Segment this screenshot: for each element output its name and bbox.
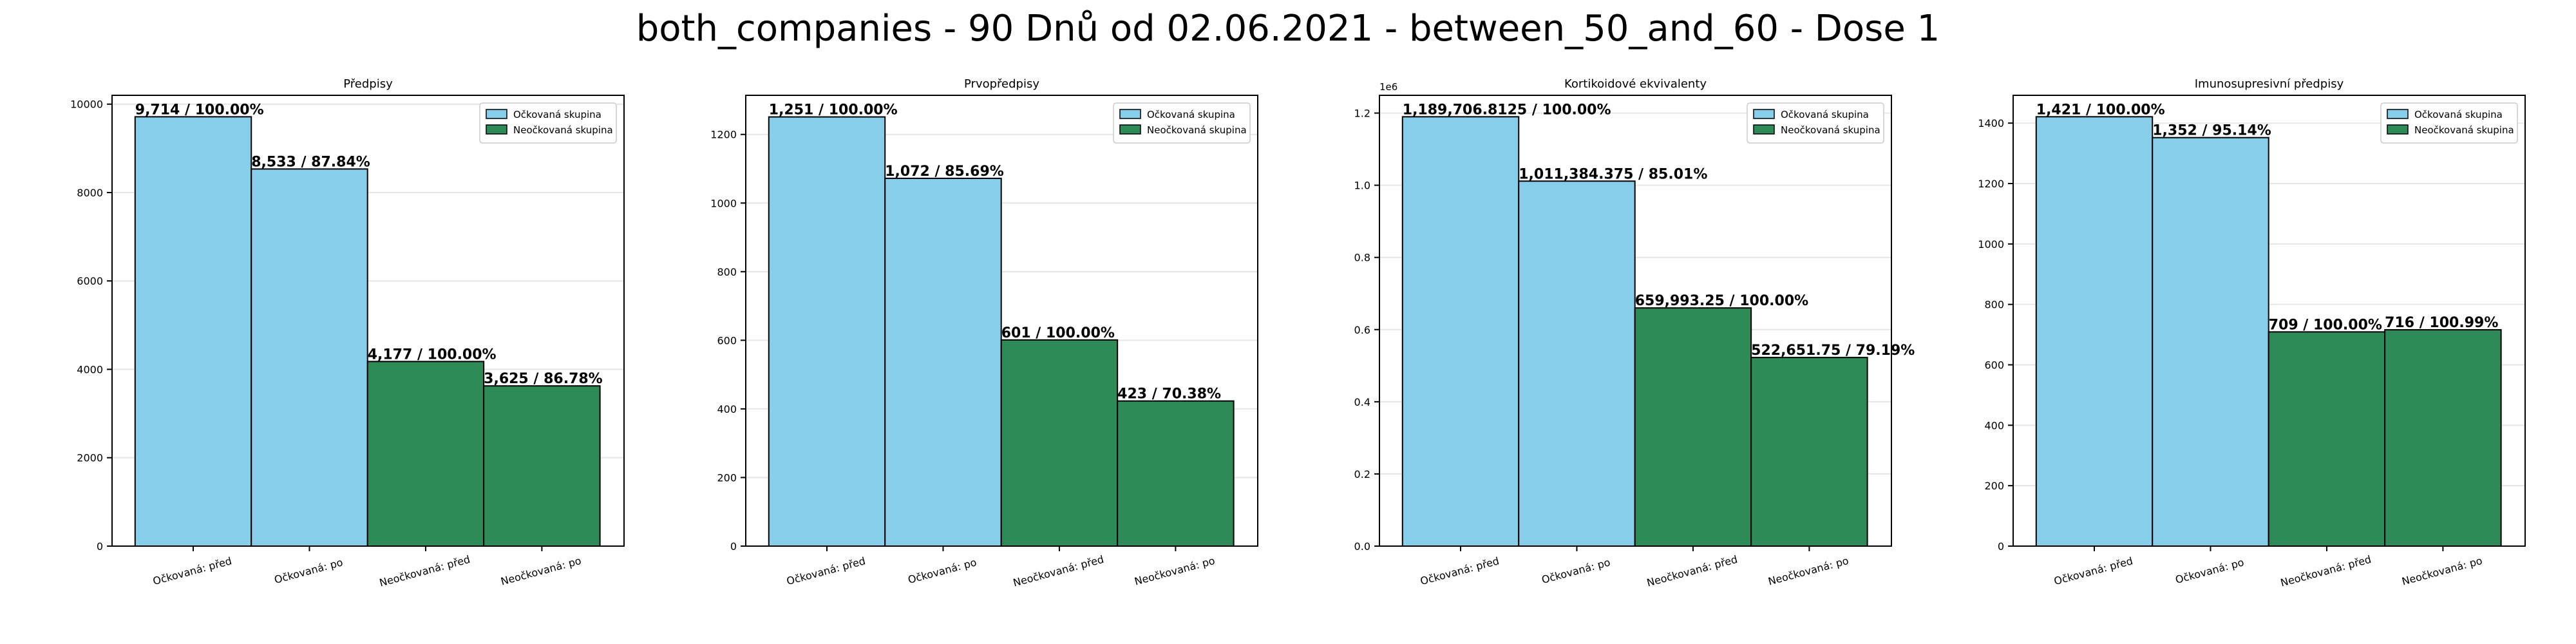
legend-box [1747, 102, 1884, 144]
legend-swatch-vaccinated [486, 109, 507, 119]
legend: Očkovaná skupina Neočkovaná skupina [2380, 102, 2518, 144]
axes-frame [111, 95, 625, 547]
legend-label-vaccinated: Očkovaná skupina [1147, 109, 1235, 120]
data-label: 423 / 70.38% [1117, 386, 1221, 402]
bar-4 [1750, 357, 1868, 547]
legend: Očkovaná skupina Neočkovaná skupina [1747, 102, 1884, 144]
legend-swatch-unvaccinated [2387, 124, 2409, 135]
axes-frame [2012, 95, 2526, 547]
y-tick-label: 0 [730, 540, 737, 553]
y-tick-label: 0.0 [1354, 540, 1370, 553]
data-label: 3,625 / 86.78% [484, 371, 603, 387]
data-label: 8,533 / 87.84% [251, 154, 370, 170]
legend-box [2380, 102, 2518, 144]
y-tick-label: 200 [717, 471, 737, 484]
bar-1 [1401, 116, 1520, 547]
data-label: 709 / 100.00% [2269, 317, 2382, 333]
y-tick-label: 6000 [77, 275, 103, 287]
data-label: 1,189,706.8125 / 100.00% [1403, 102, 1611, 118]
legend: Očkovaná skupina Neočkovaná skupina [1113, 102, 1251, 144]
y-offset-text: 1e6 [1379, 81, 1397, 93]
bar-3 [1634, 307, 1752, 547]
legend-label-unvaccinated: Neočkovaná skupina [1147, 124, 1247, 136]
legend-box [479, 102, 617, 144]
y-tick-label: 8000 [77, 187, 103, 199]
legend-label-vaccinated: Očkovaná skupina [1781, 109, 1869, 120]
y-tick-label: 10000 [70, 99, 103, 111]
legend-label-vaccinated: Očkovaná skupina [2414, 109, 2503, 120]
y-tick-label: 600 [717, 334, 737, 346]
bar-4 [2384, 329, 2502, 547]
chart-title: Imunosupresivní předpisy [2195, 77, 2344, 91]
y-tick-label: 4000 [77, 363, 103, 375]
chart-title: Prvopředpisy [964, 77, 1039, 91]
data-label: 1,421 / 100.00% [2036, 102, 2165, 118]
legend-swatch-unvaccinated [486, 124, 507, 135]
chart-title: Předpisy [343, 77, 393, 91]
data-label: 659,993.25 / 100.00% [1635, 293, 1808, 309]
y-tick-label: 0.8 [1354, 252, 1370, 264]
legend-swatch-unvaccinated [1119, 124, 1141, 135]
bar-3 [2268, 331, 2386, 547]
y-tick-label: 600 [1984, 359, 2004, 371]
x-tick-label: Neočkovaná: po [2400, 554, 2483, 588]
data-label: 1,251 / 100.00% [769, 102, 898, 118]
bar-2 [884, 177, 1002, 547]
data-label: 1,011,384.375 / 85.01% [1519, 166, 1707, 182]
y-tick-label: 1.0 [1354, 180, 1370, 192]
x-tick-label: Neočkovaná: před [2279, 553, 2372, 589]
y-tick-label: 1000 [710, 197, 737, 209]
legend-label-vaccinated: Očkovaná skupina [513, 109, 601, 120]
legend: Očkovaná skupina Neočkovaná skupina [479, 102, 617, 144]
legend-label-unvaccinated: Neočkovaná skupina [1781, 124, 1880, 136]
data-label: 1,072 / 85.69% [885, 164, 1004, 180]
data-label: 601 / 100.00% [1001, 325, 1115, 341]
axes-frame [745, 95, 1258, 547]
bar-2 [1518, 180, 1636, 547]
y-tick-label: 1200 [710, 129, 737, 141]
bar-1 [2035, 116, 2154, 547]
data-label: 9,714 / 100.00% [135, 102, 264, 118]
y-tick-label: 200 [1984, 480, 2004, 492]
y-tick-label: 1200 [1978, 178, 2004, 190]
legend-box [1113, 102, 1251, 144]
chart-title: Kortikoidové ekvivalenty [1564, 77, 1707, 91]
data-label: 522,651.75 / 79.19% [1751, 343, 1915, 359]
y-tick-label: 1.2 [1354, 108, 1370, 120]
y-tick-label: 2000 [77, 452, 103, 464]
legend-label-unvaccinated: Neočkovaná skupina [2414, 124, 2514, 136]
y-tick-label: 0.6 [1354, 324, 1370, 336]
legend-swatch-vaccinated [1753, 109, 1775, 119]
x-tick-label: Očkovaná: po [2174, 556, 2246, 586]
y-tick-label: 0.2 [1354, 468, 1370, 480]
y-tick-label: 1400 [1978, 117, 2004, 129]
bar-3 [1000, 339, 1119, 547]
x-tick-label: Očkovaná: před [2052, 554, 2134, 587]
y-tick-label: 1000 [1978, 238, 2004, 251]
bar-4 [1117, 400, 1235, 547]
y-tick-label: 800 [717, 266, 737, 278]
legend-swatch-vaccinated [1119, 109, 1141, 119]
y-tick-label: 0 [97, 540, 103, 553]
y-tick-label: 400 [717, 403, 737, 415]
y-tick-label: 0 [1998, 540, 2004, 553]
y-tick-label: 0.4 [1354, 396, 1370, 408]
legend-swatch-unvaccinated [1753, 124, 1775, 135]
y-tick-label: 400 [1984, 419, 2004, 431]
data-label: 4,177 / 100.00% [368, 346, 497, 363]
bar-2 [2152, 137, 2269, 547]
legend-label-unvaccinated: Neočkovaná skupina [513, 124, 613, 136]
axes-frame [1379, 95, 1892, 547]
figure-title: both_companies - 90 Dnů od 02.06.2021 - … [636, 8, 1940, 50]
data-label: 1,352 / 95.14% [2152, 123, 2271, 139]
y-tick-label: 800 [1984, 299, 2004, 311]
legend-swatch-vaccinated [2387, 109, 2409, 119]
data-label: 716 / 100.99% [2385, 315, 2498, 331]
